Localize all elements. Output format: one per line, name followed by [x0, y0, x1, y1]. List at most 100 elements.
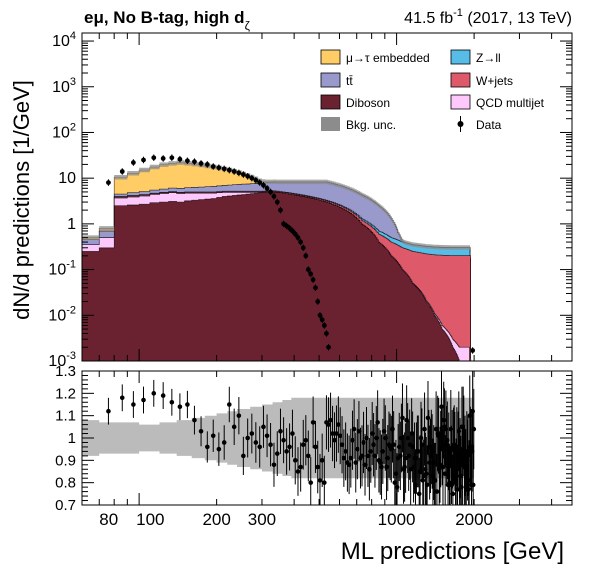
legend-item: Diboson [320, 94, 390, 110]
ratio-y-tick-label: 0.9 [55, 452, 76, 469]
legend-item: W+jets [450, 72, 513, 88]
ratio-point [310, 420, 316, 425]
ratio-point [415, 449, 421, 454]
ratio-point [177, 404, 183, 410]
ratio-point [308, 480, 314, 485]
y-axis-label: dN/d predictions [1/GeV] [9, 80, 34, 320]
ratio-point [290, 431, 295, 436]
ratio-point [328, 417, 333, 423]
y-tick-label: 104 [52, 30, 76, 50]
legend-item: Z→ll [450, 49, 501, 65]
ratio-plot-area [82, 371, 477, 505]
ratio-point [471, 426, 477, 432]
ratio-point [470, 482, 476, 488]
data-point [221, 166, 227, 172]
ratio-point [216, 446, 222, 452]
lumi-label: 41.5 fb-1 (2017, 13 TeV) [404, 7, 572, 27]
ratio-point [455, 487, 460, 492]
data-point [119, 169, 125, 174]
ratio-point [337, 433, 343, 439]
data-point [278, 207, 283, 213]
ratio-point [439, 404, 444, 410]
ratio-point [192, 417, 197, 423]
ratio-point [341, 455, 347, 461]
data-point [305, 267, 311, 272]
ratio-point [241, 453, 246, 459]
y-tick-label: 102 [52, 121, 76, 141]
data-point [141, 157, 146, 163]
legend-swatch [450, 49, 471, 65]
ratio-point [420, 478, 426, 483]
ratio-point [399, 435, 404, 441]
ratio-point [450, 491, 456, 497]
legend-label: tt̄ [346, 74, 353, 88]
data-point [319, 317, 325, 323]
legend-swatch [320, 49, 341, 65]
ratio-point [351, 426, 357, 432]
ratio-point [332, 437, 337, 443]
legend-swatch [450, 72, 471, 88]
legend-label: μ→τ embedded [346, 51, 430, 65]
legend-item: tt̄ [320, 72, 353, 88]
ratio-point [466, 487, 471, 492]
ratio-point [284, 449, 289, 454]
data-point [326, 344, 331, 350]
ratio-point [221, 440, 227, 445]
main-frame [81, 32, 573, 362]
legend-label: W+jets [476, 74, 513, 88]
data-point [192, 159, 197, 165]
data-point [310, 277, 316, 283]
ratio-point [278, 429, 283, 434]
x-tick-label: 80 [99, 510, 118, 529]
ratio-point [305, 453, 311, 459]
ratio-point [236, 413, 242, 418]
ratio-point [257, 444, 263, 450]
ratio-point [264, 433, 270, 439]
ratio-point [231, 424, 237, 430]
ratio-point [315, 464, 321, 470]
x-tick-label: 300 [248, 510, 276, 529]
ratio-y-tick-label: 0.7 [55, 497, 76, 514]
ratio-y-tick-label: 1.1 [55, 408, 76, 425]
data-point [198, 161, 204, 166]
data-point [257, 180, 263, 186]
data-point [313, 285, 318, 291]
ratio-point [400, 415, 405, 421]
ratio-point [440, 464, 446, 470]
ratio-point [336, 422, 341, 427]
data-point [268, 189, 273, 195]
ratio-point [245, 435, 250, 441]
x-tick-label: 200 [202, 510, 230, 529]
ratio-point [261, 424, 266, 430]
data-point [249, 175, 255, 181]
ratio-point [343, 449, 348, 454]
x-tick-label: 1000 [378, 510, 416, 529]
x-tick-label: 2000 [455, 510, 493, 529]
ratio-point [119, 395, 125, 401]
data-point [245, 173, 251, 179]
data-point [295, 235, 301, 241]
data-point [160, 156, 166, 161]
data-point [292, 231, 298, 237]
ratio-point [169, 399, 175, 405]
ratio-point [458, 473, 463, 479]
legend-label: Diboson [346, 96, 390, 110]
ratio-point [375, 420, 380, 425]
y-tick-label: 103 [52, 76, 76, 96]
legend-label: Z→ll [476, 51, 501, 65]
data-point [264, 185, 270, 191]
ratio-point [434, 489, 440, 494]
main-plot-area [82, 154, 572, 361]
ratio-point [210, 433, 216, 439]
ratio-point [396, 444, 402, 450]
data-point [315, 299, 321, 304]
data-point [240, 172, 246, 177]
ratio-point [424, 482, 430, 488]
legend-marker [457, 121, 464, 127]
data-point [308, 271, 314, 277]
ratio-point [160, 393, 166, 398]
data-point [236, 170, 242, 176]
ratio-point [423, 471, 429, 477]
ratio-point [300, 442, 306, 448]
ratio-point [346, 462, 352, 468]
